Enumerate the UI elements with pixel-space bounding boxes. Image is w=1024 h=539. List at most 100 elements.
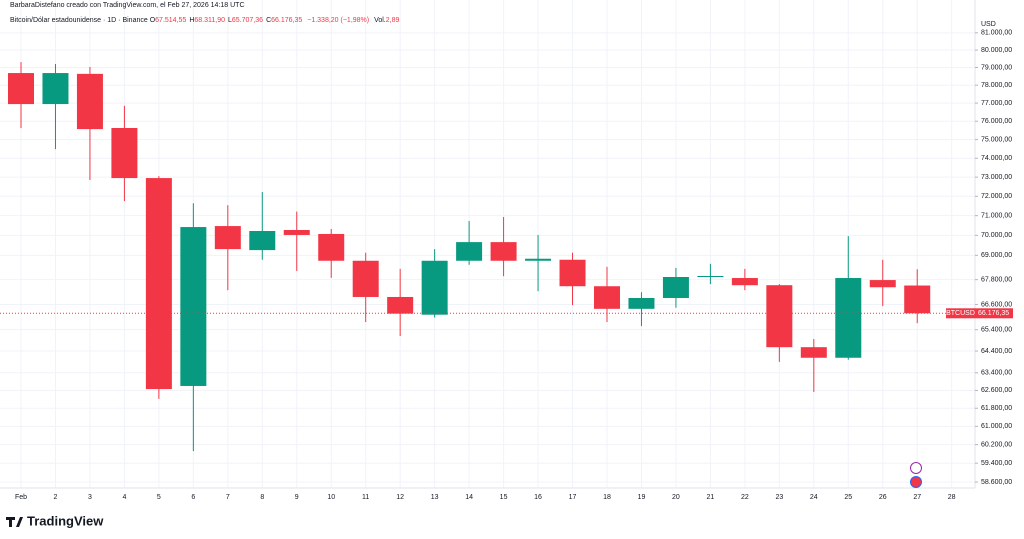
ohlc-value: 67.514,55 [155,17,187,24]
ohlc-key: C [266,17,272,24]
y-tick-label: 77.000,00 [981,100,1012,107]
y-tick-label: 72.000,00 [981,193,1012,200]
candle-body [697,275,724,278]
y-tick-label: 63.400,00 [981,370,1012,377]
ohlc-value: 68.311,90 [194,17,225,24]
event-icon [910,476,922,488]
x-tick-label: 18 [603,494,611,501]
ohlc-value: 66.176,35 [271,17,303,24]
logo [6,517,23,527]
y-tick-label: 81.000,00 [981,30,1012,37]
x-tick-label: 15 [500,494,508,501]
y-tick-label: 74.000,00 [981,155,1012,162]
candle-body [835,278,862,358]
x-tick-label: 28 [948,494,956,501]
candle-body [42,73,69,105]
y-tick-label: 66.600,00 [981,301,1012,308]
y-tick-label: 71.000,00 [981,213,1012,220]
x-tick-label: 24 [810,494,818,501]
x-tick-label: 8 [260,494,264,501]
y-tick-label: 61.800,00 [981,405,1012,412]
symbol: Bitcoin/Dólar estadounidense · 1D · Bina… [10,17,148,24]
candle-body [180,227,207,386]
price-label: 66.176,35 [978,310,1009,317]
ohlc-key: L [228,17,232,24]
candle-body [283,230,310,235]
candle-body [904,285,931,314]
event-icon [910,462,922,474]
y-tick-label: 69.000,00 [981,252,1012,259]
y-tick-label: 58.600,00 [981,479,1012,486]
candle-body [800,347,827,358]
header: BarbaraDistefano creado con TradingView.… [10,2,402,24]
y-tick-label: 80.000,00 [981,47,1012,54]
event-icons [910,462,922,488]
price-label-box [975,308,1013,319]
x-tick-label: 12 [396,494,404,501]
candle-body [593,286,620,309]
x-tick-label: 26 [879,494,887,501]
candle-body [731,278,758,286]
candle-body [628,298,655,309]
price-name-box [946,308,975,319]
logo-mark [6,517,23,527]
candle-body [111,128,138,179]
candle-body [525,258,552,261]
x-tick-label: 23 [775,494,783,501]
y-tick-label: 62.600,00 [981,387,1012,394]
x-tick-label: 22 [741,494,749,501]
change: −1.338,20 (−1,98%) [307,17,370,24]
x-tick-label: 20 [672,494,680,501]
y-tick-label: 73.000,00 [981,174,1012,181]
y-tick-label: 70.000,00 [981,232,1012,239]
credit: BarbaraDistefano creado con TradingView.… [10,2,245,9]
candle-body [869,280,896,288]
y-tick-label: 79.000,00 [981,64,1012,71]
y-tick-label: 75.000,00 [981,136,1012,143]
candle-body [387,296,414,314]
volume: 2,89 [385,17,400,24]
ohlc-key: O [149,17,156,24]
x-tick-label: Feb [15,494,27,501]
x-tick-label: 9 [295,494,299,501]
x-tick-label: 27 [913,494,921,501]
y-tick-label: 59.400,00 [981,460,1012,467]
candle-body [352,260,379,297]
candle-body [214,226,241,250]
x-tick-label: 4 [122,494,126,501]
y-tick-label: 60.200,00 [981,441,1012,448]
y-tick-label: 64.400,00 [981,348,1012,355]
x-tick-label: 25 [844,494,852,501]
candle-body [559,259,586,287]
x-tick-label: 17 [569,494,577,501]
x-tick-label: 13 [431,494,439,501]
ohlc-key: H [189,17,195,24]
candle-body [8,73,34,105]
candles: 81.000,00 80.000,00 79.000,00 78.000,00 77.0… [0,30,1013,501]
x-tick-label: 3 [88,494,92,501]
candle-body [145,178,172,390]
ohlc: O67.514,55 H68.311,90 L65.707,36 C66.176,35 [150,17,306,24]
candle-body [662,277,689,299]
x-tick-label: 5 [157,494,161,501]
candle-body [249,230,276,251]
candle-body [76,73,103,130]
candle-body [490,242,517,261]
x-tick-label: 19 [638,494,646,501]
y-tick-label: 78.000,00 [981,82,1012,89]
candle-body [766,285,793,348]
x-tick-label: 14 [465,494,473,501]
x-tick-label: 11 [362,494,369,501]
y-tick-label: 65.400,00 [981,327,1012,334]
brand: TradingView [27,513,104,528]
y-tick-label: 67.800,00 [981,277,1012,284]
candle-body [456,242,483,261]
ohlc-value: 65.707,36 [231,17,264,24]
candle-body [318,233,345,261]
x-tick-label: 7 [226,494,230,501]
price-name: BTCUSD [946,310,975,317]
candle-body [421,260,448,315]
currency-label: USD [981,21,996,28]
